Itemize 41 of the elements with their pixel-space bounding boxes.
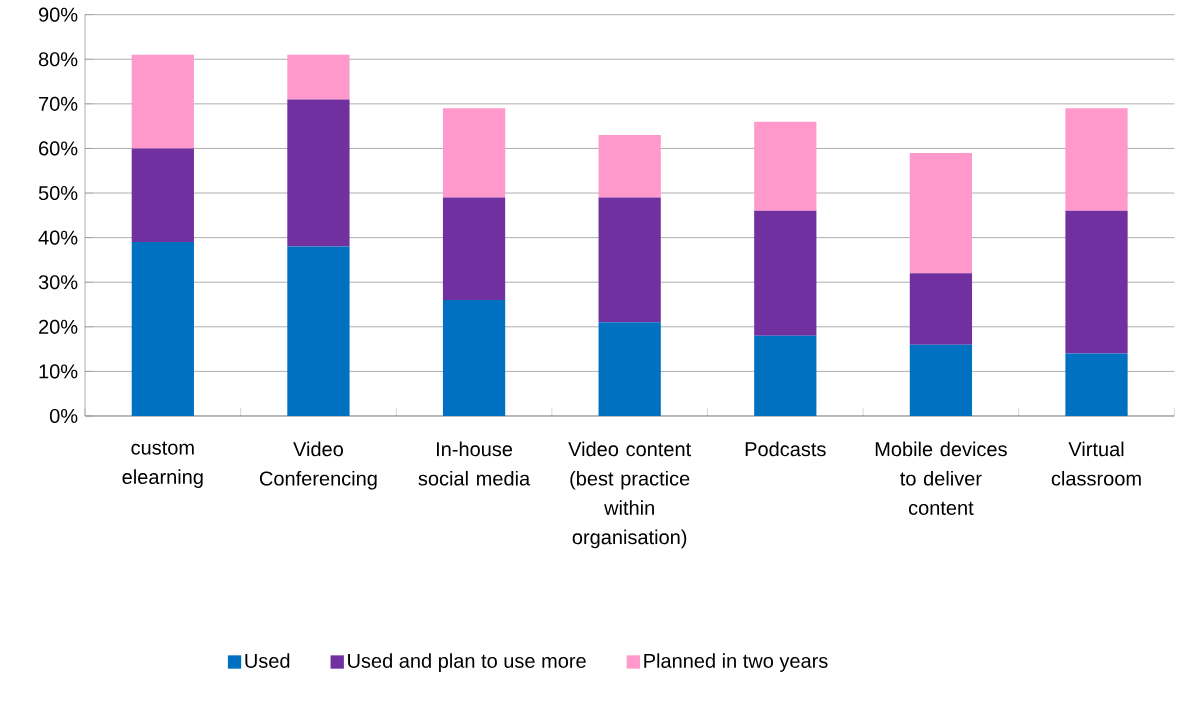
x-tick-label: Podcasts xyxy=(745,441,826,457)
bar xyxy=(442,197,506,301)
bar xyxy=(909,152,973,274)
bar xyxy=(909,344,973,416)
bar xyxy=(754,121,817,211)
x-tick-label: Virtual classroom xyxy=(1051,441,1141,486)
bar xyxy=(131,242,194,416)
y-tick-label: 60% xyxy=(39,141,78,156)
bar xyxy=(598,135,661,198)
bar xyxy=(1065,108,1128,211)
bar xyxy=(598,322,661,416)
bar xyxy=(754,210,817,336)
y-tick-label: 80% xyxy=(38,52,78,67)
y-tick-label: 70% xyxy=(39,96,78,111)
y-tick-label: 50% xyxy=(38,185,78,201)
bar xyxy=(287,54,350,100)
bar xyxy=(287,99,350,247)
y-tick-label: 20% xyxy=(39,319,78,334)
y-tick-label: 10% xyxy=(39,364,78,379)
y-tick-label: 90% xyxy=(38,7,78,22)
bar xyxy=(909,273,973,345)
bar xyxy=(754,335,817,416)
bar xyxy=(598,197,661,323)
x-tick-label: Video content (best practice within organisation) xyxy=(568,441,692,549)
x-tick-label: In-house social media xyxy=(418,441,531,486)
y-tick-label: 30% xyxy=(38,275,78,290)
x-tick-label: Video Conferencing xyxy=(259,441,377,490)
bar xyxy=(1065,210,1128,354)
legend-label: Used xyxy=(245,653,290,668)
x-tick-label: custom elearning xyxy=(122,441,203,488)
x-tick-label: Mobile devices to deliver content xyxy=(875,441,1007,515)
bar xyxy=(442,108,506,198)
y-tick-label: 0% xyxy=(49,408,78,424)
bar xyxy=(442,300,506,416)
bar xyxy=(287,246,350,416)
legend-label: Planned in two years xyxy=(644,653,828,672)
bar xyxy=(131,148,194,243)
legend-label: Used and plan to use more xyxy=(348,653,586,672)
bar xyxy=(1065,353,1128,416)
y-tick-label: 40% xyxy=(38,230,78,245)
bar xyxy=(131,54,194,149)
